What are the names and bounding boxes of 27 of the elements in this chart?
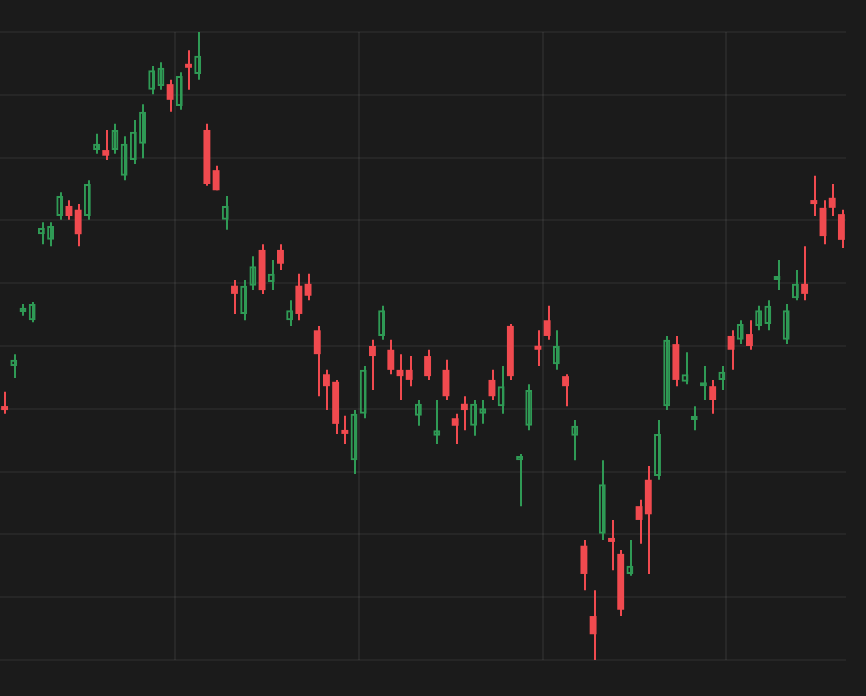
candlestick: [231, 279, 238, 315]
candlestick: [562, 373, 569, 408]
candlestick: [801, 245, 809, 302]
candlestick: [589, 589, 597, 661]
candlestick: [185, 49, 192, 91]
candlestick: [727, 329, 735, 371]
candlestick: [672, 334, 680, 388]
candlestick: [580, 539, 588, 592]
candlestick: [405, 355, 413, 388]
candlestick: [460, 395, 468, 432]
candlestick: [746, 319, 753, 351]
candlestick: [424, 348, 432, 381]
candlestick: [166, 78, 174, 113]
candlestick: [258, 243, 266, 295]
candlestick: [534, 329, 542, 368]
candlestick: [543, 304, 551, 341]
candlestick: [644, 464, 652, 575]
candlestick: [1, 390, 9, 415]
candlestick: [709, 378, 717, 415]
candlestick: [102, 128, 110, 162]
candlestick: [368, 338, 376, 391]
candlestick: [387, 338, 395, 376]
candlestick: [451, 412, 459, 445]
candlestick: [277, 243, 284, 272]
candlestick: [837, 208, 845, 250]
candlestick: [74, 203, 82, 248]
candlestick: [810, 174, 818, 217]
